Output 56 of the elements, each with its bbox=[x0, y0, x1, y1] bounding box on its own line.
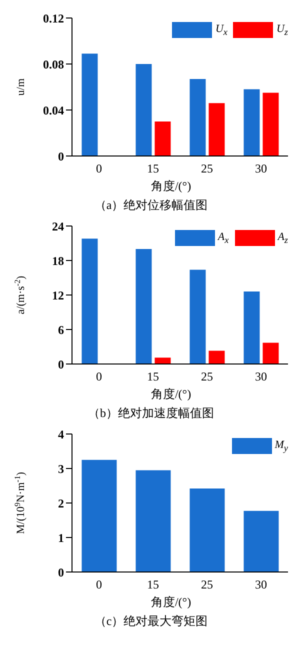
bar bbox=[190, 78, 206, 156]
x-tick-label: 15 bbox=[147, 162, 159, 176]
bar bbox=[136, 249, 152, 364]
bar bbox=[190, 488, 225, 572]
bar bbox=[208, 350, 225, 364]
legend-label: U$_{x}$ bbox=[215, 22, 228, 38]
x-axis-title: 角度/(°) bbox=[150, 386, 192, 403]
text: （a）绝对位移幅值图 bbox=[93, 197, 209, 214]
y-tick-label: 6 bbox=[58, 322, 64, 337]
x-tick-label: 0 bbox=[96, 370, 102, 384]
bar bbox=[82, 54, 98, 156]
x-tick-label: 30 bbox=[255, 162, 267, 176]
legend-label: A$_{x}$ bbox=[218, 230, 229, 246]
y-tick-label: 0.08 bbox=[43, 57, 64, 72]
y-tick-label: 2 bbox=[58, 496, 64, 510]
y-tick-label: 12 bbox=[52, 288, 64, 302]
x-tick-label: 15 bbox=[147, 370, 159, 384]
y-tick-label: 18 bbox=[52, 254, 64, 268]
x-tick-label: 25 bbox=[201, 162, 213, 176]
y-tick-label: 0.12 bbox=[43, 11, 64, 26]
bar bbox=[208, 103, 225, 156]
legend-label: A$_{z}$ bbox=[278, 230, 288, 246]
y-tick-label: 24 bbox=[52, 219, 64, 234]
text: （c）绝对最大弯矩图 bbox=[93, 613, 209, 630]
bar bbox=[262, 92, 279, 156]
bar bbox=[136, 64, 152, 156]
y-tick-label: 0 bbox=[58, 149, 64, 164]
legend-label: M$_{y}$ bbox=[274, 438, 288, 454]
text: （b）绝对加速度幅值图 bbox=[87, 405, 215, 422]
y-tick-label: 0.04 bbox=[43, 103, 64, 118]
y-tick-label: 3 bbox=[58, 462, 64, 476]
x-tick-label: 0 bbox=[96, 162, 102, 176]
x-tick-label: 30 bbox=[255, 578, 267, 592]
bar bbox=[154, 122, 171, 156]
y-tick-label: 0 bbox=[58, 565, 64, 580]
x-axis-title: 角度/(°) bbox=[150, 178, 192, 195]
legend-label: U$_{z}$ bbox=[276, 22, 288, 38]
bar bbox=[136, 470, 171, 572]
y-tick-label: 0 bbox=[58, 357, 64, 372]
x-tick-label: 25 bbox=[201, 578, 213, 592]
bar bbox=[244, 292, 260, 364]
bar bbox=[82, 460, 117, 572]
bar bbox=[244, 89, 260, 156]
x-tick-label: 15 bbox=[147, 578, 159, 592]
bar bbox=[244, 510, 279, 572]
x-tick-label: 0 bbox=[96, 578, 102, 592]
x-axis-title: 角度/(°) bbox=[150, 594, 192, 611]
y-tick-label: 4 bbox=[58, 427, 64, 442]
bar bbox=[154, 358, 171, 364]
x-tick-label: 25 bbox=[201, 370, 213, 384]
bar bbox=[262, 342, 279, 364]
y-axis-title: u/m bbox=[15, 78, 27, 96]
x-tick-label: 30 bbox=[255, 370, 267, 384]
y-tick-label: 1 bbox=[58, 530, 64, 545]
bar bbox=[190, 270, 206, 364]
bar bbox=[82, 238, 98, 364]
